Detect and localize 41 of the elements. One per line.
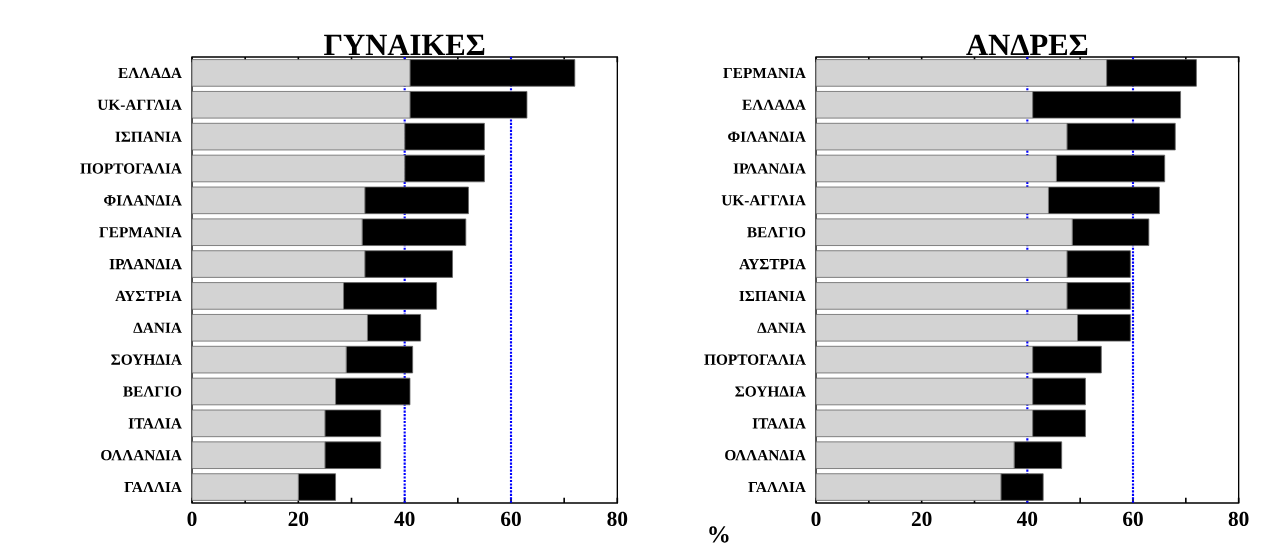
y-tick-label: ΟΛΛΑΝΔΙΑ	[101, 450, 182, 461]
y-tick-label: ΙΡΛΑΝΔΙΑ	[733, 163, 806, 174]
x-tick-label: 0	[811, 511, 821, 527]
y-tick-label: ΙΤΑΛΙΑ	[752, 418, 806, 429]
x-tick-label: 60	[501, 511, 521, 527]
y-tick-label: UK-ΑΓΓΛΙΑ	[97, 99, 182, 110]
y-tick-label: ΠΟΡΤΟΓΑΛΙΑ	[80, 163, 182, 174]
y-tick-label: ΠΟΡΤΟΓΑΛΙΑ	[704, 354, 806, 365]
y-tick-label: ΓΕΡΜΑΝΙΑ	[99, 227, 182, 238]
y-tick-label: ΓΕΡΜΑΝΙΑ	[723, 67, 806, 78]
y-tick-label: ΔΑΝΙΑ	[133, 322, 182, 333]
y-tick-label: ΓΑΛΛΙΑ	[124, 482, 182, 493]
y-tick-label: ΕΛΛΑΔΑ	[742, 99, 806, 110]
y-tick-label: ΕΛΛΑΔΑ	[118, 67, 182, 78]
x-tick-label: 40	[394, 511, 415, 527]
y-tick-label: ΦΙΛΑΝΔΙΑ	[728, 131, 806, 142]
y-tick-label: ΣΟΥΗΔΙΑ	[111, 354, 182, 365]
x-tick-label: 40	[1016, 511, 1038, 527]
x-tick-label: 80	[1228, 511, 1249, 527]
y-tick-label: ΒΕΛΓΙΟ	[747, 227, 806, 238]
x-tick-label: 20	[288, 511, 309, 527]
y-tick-label: ΙΣΠΑΝΙΑ	[739, 290, 806, 301]
y-tick-label: ΟΛΛΑΝΔΙΑ	[725, 450, 806, 461]
y-tick-label: ΒΕΛΓΙΟ	[123, 386, 182, 397]
y-tick-label: ΙΤΑΛΙΑ	[128, 418, 182, 429]
y-tick-label: ΙΣΠΑΝΙΑ	[115, 131, 182, 142]
y-tick-label: ΑΥΣΤΡΙΑ	[739, 259, 806, 270]
y-tick-label: ΑΥΣΤΡΙΑ	[115, 290, 182, 301]
x-tick-label: 80	[607, 511, 628, 527]
y-tick-label: ΙΡΛΑΝΔΙΑ	[109, 259, 182, 270]
x-tick-label: 60	[1123, 511, 1143, 527]
chart-title: ΓΥΝΑΙΚΕΣ	[324, 34, 485, 55]
x-axis-title: %	[709, 526, 729, 543]
y-tick-label: ΔΑΝΙΑ	[757, 322, 806, 333]
x-tick-label: 0	[187, 511, 197, 527]
x-tick-label: 20	[911, 511, 932, 527]
chart-title: ΑΝΔΡΕΣ	[966, 34, 1088, 55]
y-tick-label: ΦΙΛΑΝΔΙΑ	[104, 195, 182, 206]
y-tick-label: UK-ΑΓΓΛΙΑ	[721, 195, 806, 206]
y-tick-label: ΓΑΛΛΙΑ	[748, 482, 806, 493]
y-tick-label: ΣΟΥΗΔΙΑ	[735, 386, 806, 397]
